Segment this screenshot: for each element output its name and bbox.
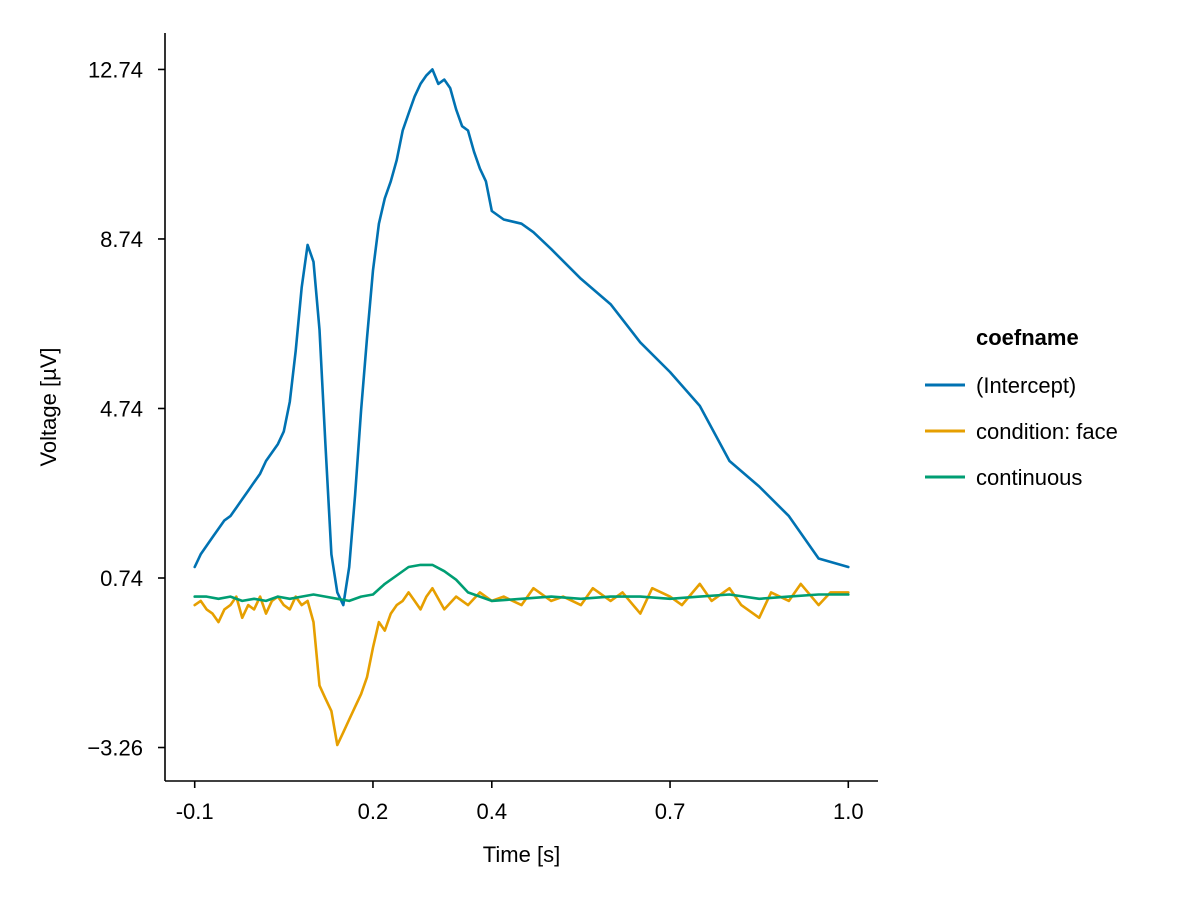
- x-tick-label: 0.7: [655, 799, 686, 824]
- legend-title: coefname: [976, 325, 1079, 350]
- x-tick-label: -0.1: [176, 799, 214, 824]
- y-ticks: −3.26 0.74 4.74 8.74 12.74: [87, 57, 165, 761]
- series-line-condition-face: [193, 582, 850, 747]
- x-tick-label: 0.2: [358, 799, 389, 824]
- y-tick-label: 0.74: [100, 566, 143, 591]
- x-axis-label: Time [s]: [483, 842, 560, 867]
- x-tick-label: 1.0: [833, 799, 864, 824]
- series-line-continuous: [193, 563, 850, 603]
- y-tick-label: −3.26: [87, 736, 143, 761]
- series-line-intercept: [193, 68, 850, 607]
- legend: coefname (Intercept) condition: face conti…: [925, 325, 1118, 490]
- y-tick-label: 4.74: [100, 396, 143, 421]
- legend-items: (Intercept) condition: face continuous: [925, 373, 1118, 490]
- legend-label-continuous: continuous: [976, 465, 1082, 490]
- x-ticks: -0.1 0.2 0.4 0.7 1.0: [176, 781, 864, 824]
- legend-label-condition-face: condition: face: [976, 419, 1118, 444]
- legend-label-intercept: (Intercept): [976, 373, 1076, 398]
- y-axis-label: Voltage [µV]: [36, 347, 61, 466]
- y-tick-label: 12.74: [88, 57, 143, 82]
- y-tick-label: 8.74: [100, 227, 143, 252]
- series-lines: [193, 68, 850, 747]
- x-tick-label: 0.4: [476, 799, 507, 824]
- axes: [164, 33, 878, 782]
